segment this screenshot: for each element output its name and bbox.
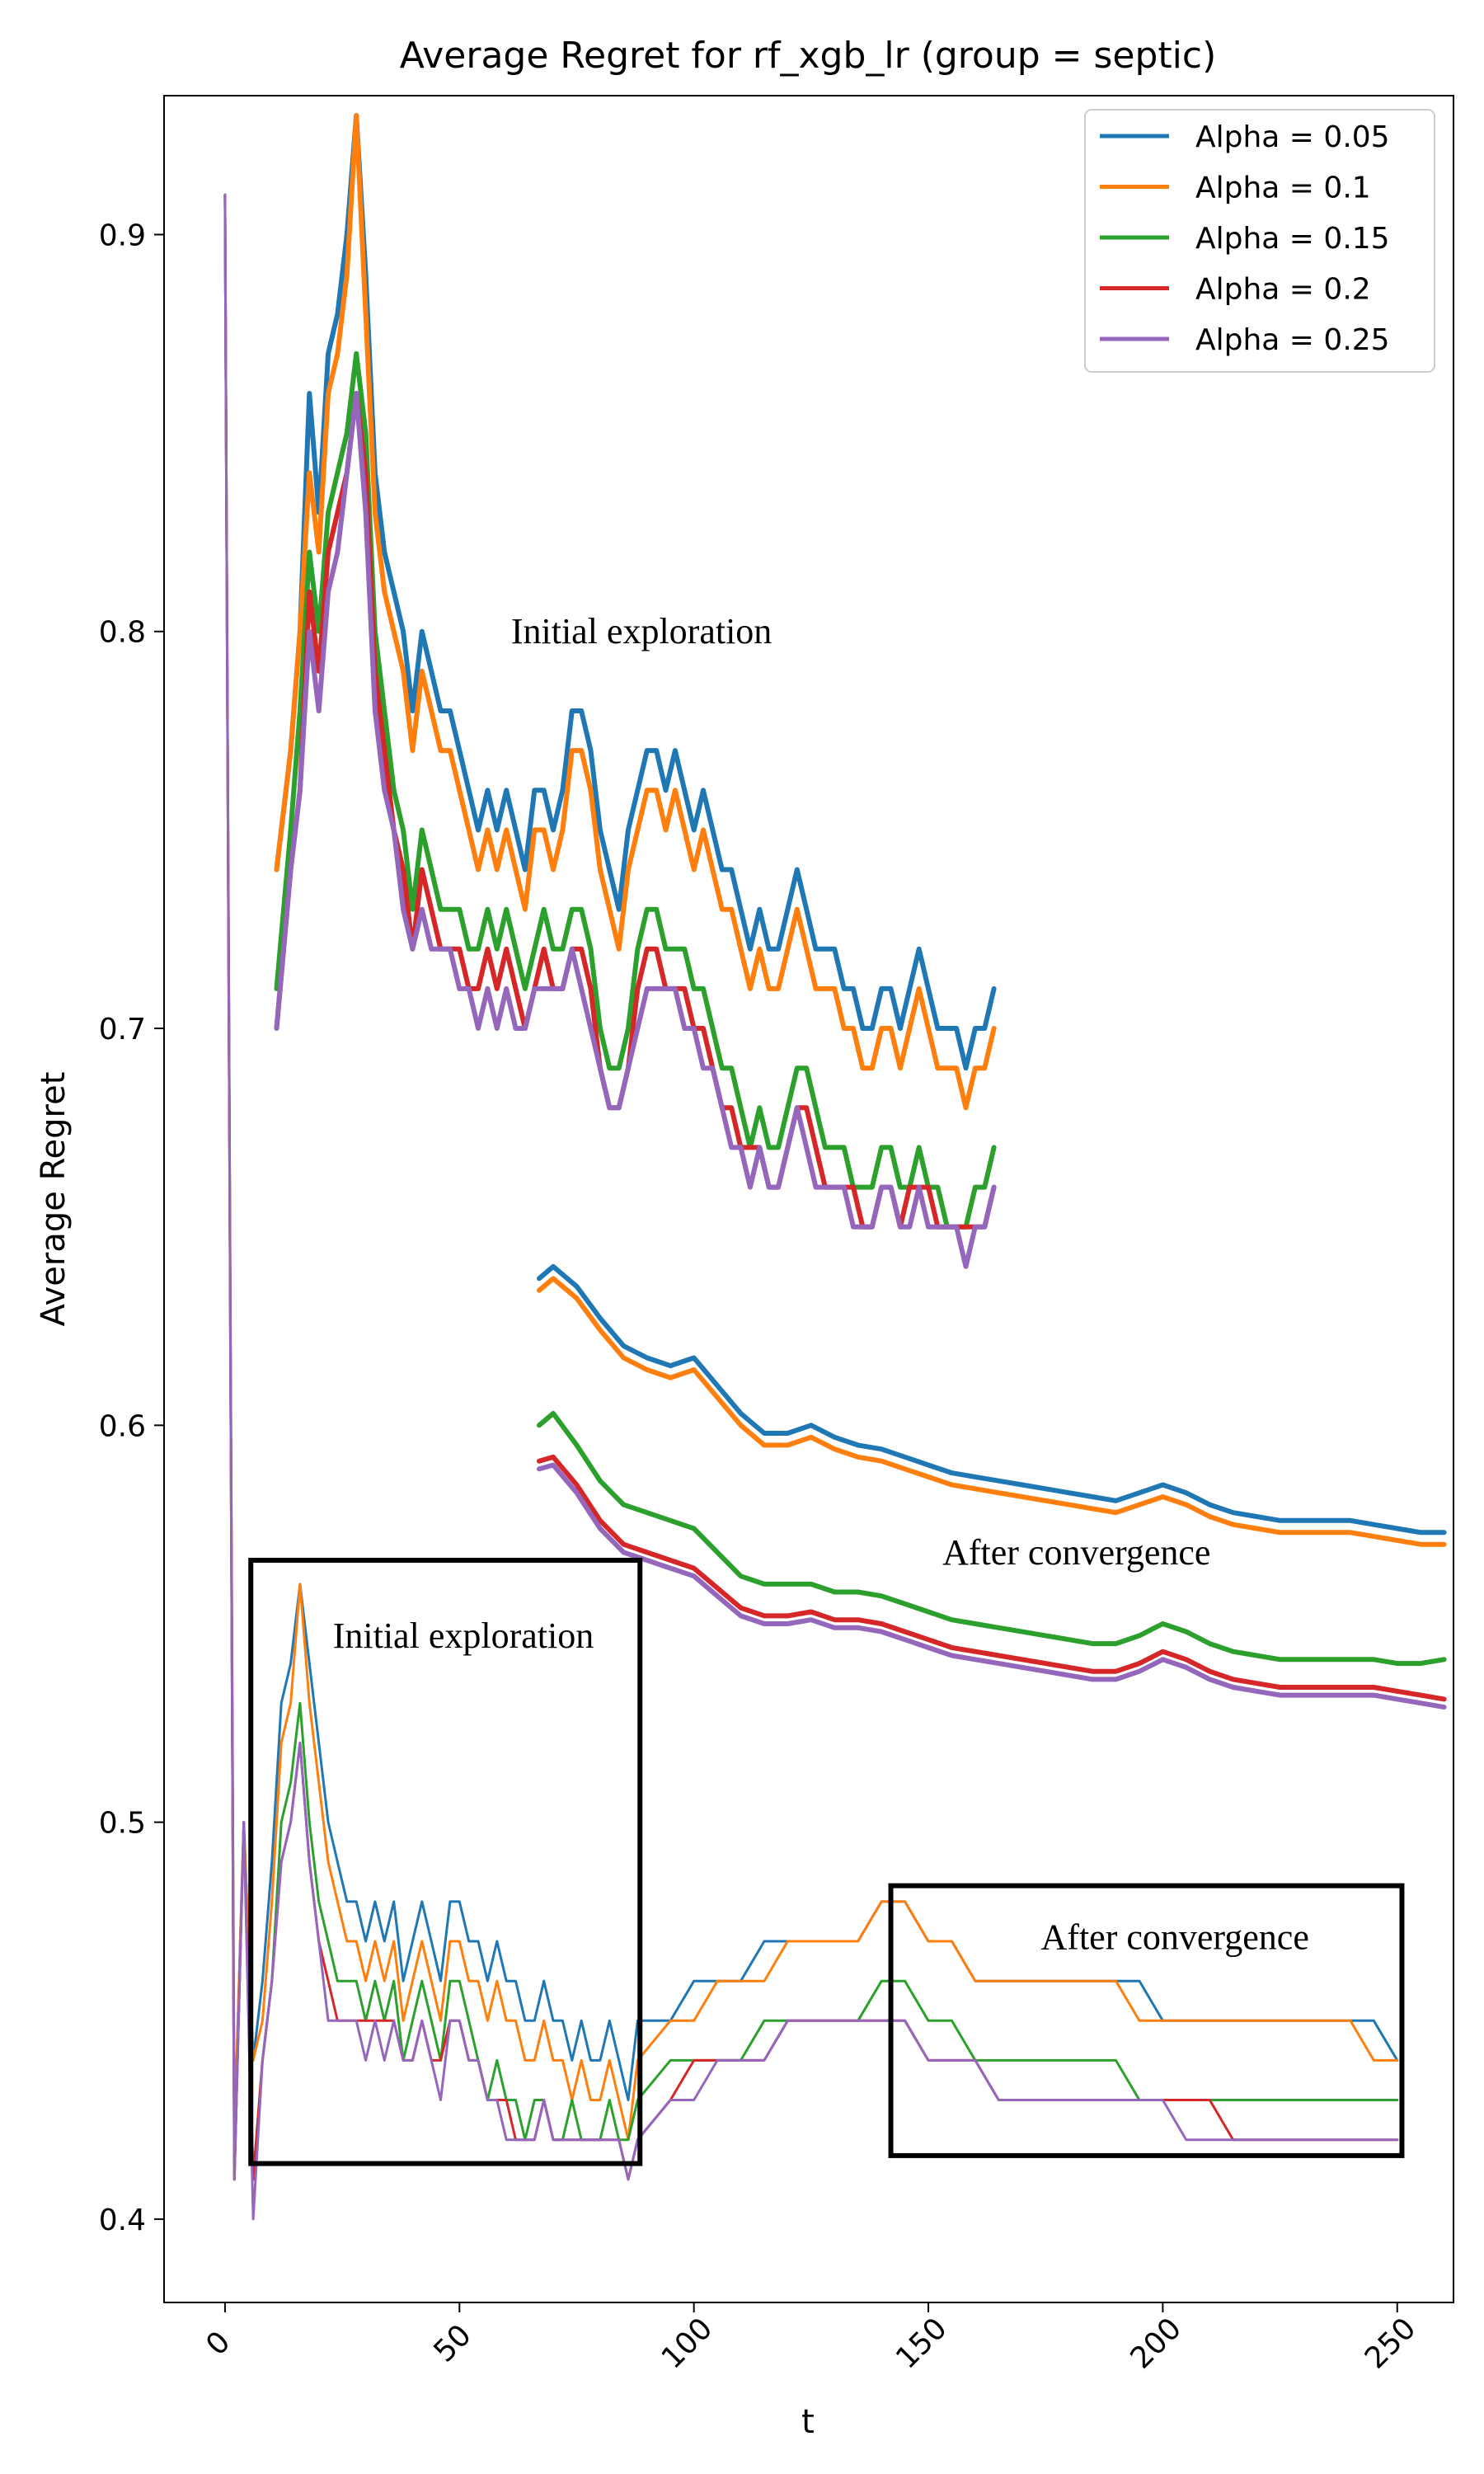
upper-early-curves-series-2 (274, 113, 997, 1111)
legend-label-1: Alpha = 0.05 (1195, 120, 1390, 154)
early-curves-series-3 (223, 193, 639, 2181)
y-tick-label: 0.9 (99, 219, 146, 252)
upper-early-curves-series-3 (274, 350, 997, 1230)
y-tick-label: 0.8 (99, 616, 146, 650)
legend-items: Alpha = 0.05 Alpha = 0.1 Alpha = 0.15 Alpha… (1100, 120, 1390, 357)
late-curves-series-5 (636, 2019, 1399, 2142)
legend: Alpha = 0.05 Alpha = 0.1 Alpha = 0.15 Alpha… (1084, 109, 1435, 373)
legend-label-2: Alpha = 0.1 (1195, 172, 1371, 205)
upper-late-curves-series-5 (537, 1462, 1447, 1710)
upper-late-curves-series-2 (537, 1276, 1447, 1547)
legend-frame (1084, 109, 1435, 373)
late-curves-series-2 (636, 1900, 1399, 2062)
annotation-labels: Initial exploration After convergence Init… (333, 611, 1309, 1957)
annotation-2: After convergence (942, 1532, 1210, 1573)
annotation-4: After convergence (1041, 1917, 1309, 1958)
highlight-boxes (248, 1557, 1405, 2166)
y-tick-label: 0.5 (99, 1807, 146, 1841)
x-axis-label: t (801, 2403, 815, 2441)
y-axis-label: Average Regret (35, 1072, 73, 1327)
highlight-box-2 (888, 1883, 1405, 2158)
early-curves-series-1 (223, 193, 639, 2142)
late-curves-series-3 (636, 1979, 1399, 2101)
chart-title: Average Regret for rf_xgb_lr (group = se… (400, 35, 1217, 77)
upper-late-curves-series-4 (537, 1454, 1447, 1702)
early-curves-series-5 (223, 193, 639, 2221)
plot-frame (163, 95, 1454, 2303)
y-tick-label: 0.6 (99, 1409, 146, 1443)
y-tick-label: 0.7 (99, 1013, 146, 1047)
upper-early-curves-series-5 (274, 391, 997, 1269)
upper-late-curves-series-1 (537, 1263, 1447, 1536)
plot-curves (223, 113, 1447, 2221)
annotation-1: Initial exploration (511, 611, 772, 651)
upper-late-curves-series-3 (537, 1410, 1447, 1667)
legend-label-5: Alpha = 0.25 (1195, 323, 1390, 357)
y-tick-label: 0.4 (99, 2204, 146, 2237)
upper-early-curves-series-1 (274, 113, 997, 1071)
legend-label-4: Alpha = 0.2 (1195, 273, 1371, 307)
legend-label-3: Alpha = 0.15 (1195, 222, 1390, 256)
y-axis-ticks: 0.4 0.5 0.6 0.7 0.8 0.9 (99, 219, 164, 2237)
highlight-box-1 (248, 1557, 643, 2166)
early-curves-series-2 (223, 193, 639, 2142)
annotation-3: Initial exploration (333, 1616, 594, 1656)
